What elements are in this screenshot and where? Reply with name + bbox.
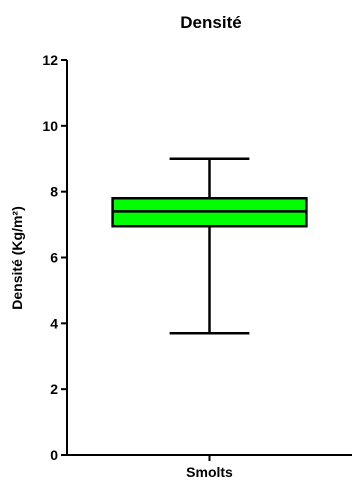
y-tick-label: 8 (50, 184, 58, 200)
y-axis-label: Densité (Kg/m²) (9, 206, 25, 309)
x-tick-label: Smolts (186, 464, 233, 480)
y-tick-label: 0 (50, 447, 58, 463)
y-tick-label: 4 (50, 315, 58, 331)
y-tick-label: 12 (42, 52, 58, 68)
chart-title: Densité (180, 13, 241, 32)
y-tick-label: 2 (50, 381, 58, 397)
box-series (111, 157, 308, 335)
x-axis-ticks: Smolts (186, 455, 233, 480)
y-tick-label: 10 (42, 118, 58, 134)
y-tick-label: 6 (50, 250, 58, 266)
y-axis-ticks: 0 2 4 6 8 10 12 (42, 52, 67, 463)
